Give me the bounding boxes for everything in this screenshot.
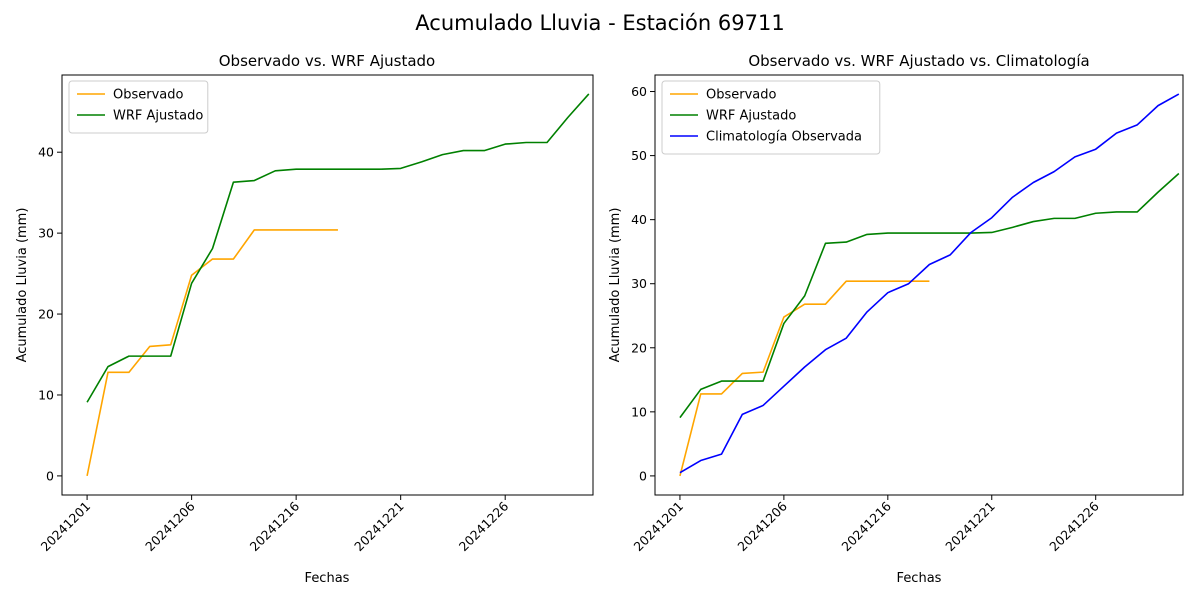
right-panel-xtick-label: 20241201 [630,499,686,555]
right-panel-series-line-climatologia [679,93,1180,474]
right-panel-ytick-label: 40 [631,212,647,227]
right-panel-legend-label-climatologia: Climatología Observada [706,130,862,145]
right-panel-xtick-label: 20241206 [734,498,790,554]
right-panel-xtick-label: 20241216 [838,498,894,554]
right-panel-axes-frame [654,74,1184,496]
left-panel-ytick-label: 10 [38,387,54,402]
right-panel-ytick-label: 60 [631,84,647,99]
right-panel-legend-label-wrf: WRF Ajustado [706,109,796,124]
left-panel-ytick-label: 20 [38,307,54,322]
figure-title: Acumulado Lluvia - Estación 69711 [415,11,784,35]
right-panel-ytick-label: 30 [631,276,647,291]
right-panel-xtick-label: 20241221 [942,499,998,555]
right-panel-legend [661,80,881,155]
left-panel-xtick-label: 20241201 [38,499,94,555]
right-panel-ytick-label: 20 [631,340,647,355]
left-panel-ytick-label: 0 [46,468,54,483]
left-panel-xtick-label: 20241221 [351,499,407,555]
left-panel-axes-frame [61,74,594,496]
left-panel-ytick-label: 40 [38,145,54,160]
right-panel-ytick-label: 0 [639,468,647,483]
left-panel-xtick-label: 20241216 [247,498,303,554]
left-panel-series-line-observado [86,229,338,477]
right-panel-series-line-observado [679,280,930,477]
right-panel-ylabel: Acumulado Lluvia (mm) [608,208,623,363]
right-panel-xlabel: Fechas [897,571,942,586]
left-panel-ylabel: Acumulado Lluvia (mm) [15,208,30,363]
right-panel-series-line-wrf [679,172,1180,419]
right-panel-xtick-label: 20241226 [1046,498,1102,554]
right-panel-ytick-label: 10 [631,404,647,419]
left-panel-legend-label-observado: Observado [113,88,184,103]
right-panel: Observado vs. WRF Ajustado vs. Climatolo… [608,52,1184,586]
left-panel-title: Observado vs. WRF Ajustado [219,52,435,70]
left-panel-legend-label-wrf: WRF Ajustado [113,109,203,124]
right-panel-ytick-label: 50 [631,148,647,163]
left-panel-ytick-label: 30 [38,226,54,241]
left-panel-xlabel: Fechas [305,571,350,586]
right-panel-title: Observado vs. WRF Ajustado vs. Climatolo… [748,52,1089,70]
left-panel-xtick-label: 20241206 [142,498,198,554]
left-panel-xtick-label: 20241226 [456,498,512,554]
left-panel-series-line-wrf [86,93,590,403]
left-panel: Observado vs. WRF Ajustado Fechas Acumul… [15,52,594,586]
right-panel-legend-label-observado: Observado [706,88,777,103]
